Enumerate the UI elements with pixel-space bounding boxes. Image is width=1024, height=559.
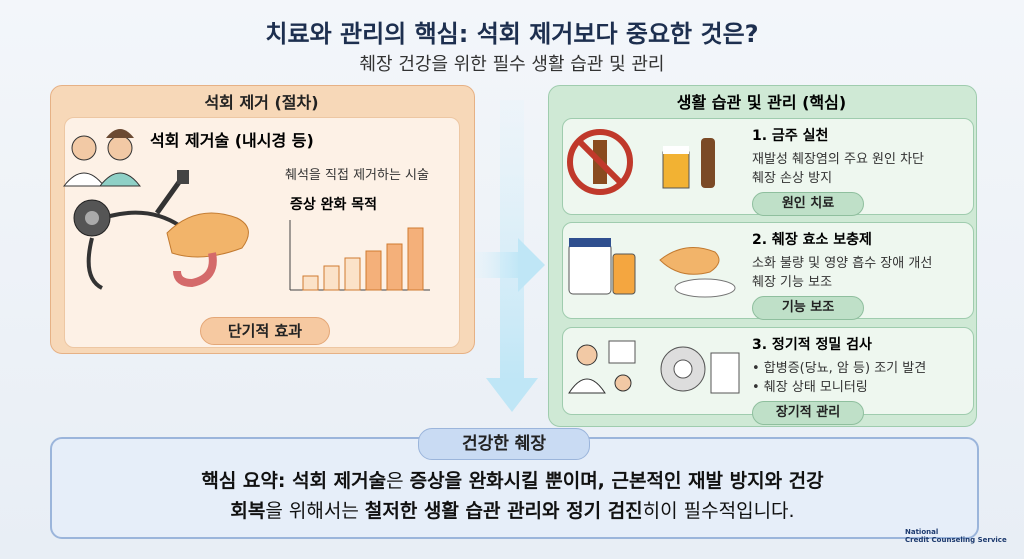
- card-line: 소화 불량 및 영양 흡수 장애 개선: [752, 256, 933, 271]
- summary-line: 핵심 요약: 석회 제거술은 증상을 완화시킬 뿐이며, 근본적인 재발 방지와…: [50, 466, 975, 496]
- title: 치료와 관리의 핵심: 석회 제거보다 중요한 것은?: [265, 20, 759, 48]
- summary-segment: 을 위해서는: [265, 500, 365, 522]
- card-icon: [567, 129, 715, 195]
- summary-segment: 핵심 요약: 석회 제거술: [201, 470, 387, 492]
- bar-chart: [289, 220, 430, 291]
- logo-line: National: [905, 528, 939, 536]
- summary-segment: 증상을 완화시킬 뿐이며, 근본적인 재발 방지와 건강: [409, 470, 824, 492]
- card-line: 췌장 기능 보조: [752, 275, 833, 290]
- chart-title: 증상 완화 목적: [290, 197, 378, 213]
- description: 췌석을 직접 제거하는 시술: [285, 168, 429, 183]
- right-title: 생활 습관 및 관리 (핵심): [676, 93, 847, 112]
- logo: National Credit Counseling Service: [905, 528, 1007, 544]
- bar: [407, 227, 424, 291]
- bar: [302, 275, 319, 291]
- card-title: 2. 췌장 효소 보충제: [752, 232, 872, 248]
- summary-title: 건강한 췌장: [418, 428, 590, 460]
- bar: [386, 243, 403, 291]
- card-tag: 원인 치료: [752, 192, 864, 216]
- card-line: • 합병증(당뇨, 암 등) 조기 발견: [752, 361, 927, 376]
- card-title: 3. 정기적 정밀 검사: [752, 337, 872, 353]
- card-tag: 기능 보조: [752, 296, 864, 320]
- logo-line: Credit Counseling Service: [905, 536, 1007, 544]
- card-title: 1. 금주 실천: [752, 128, 829, 144]
- bar: [344, 257, 361, 291]
- subtitle: 췌장 건강을 위한 필수 생활 습관 및 관리: [359, 54, 665, 75]
- summary-segment: 히이 필수적입니다.: [642, 500, 795, 522]
- card-line: 췌장 손상 방지: [752, 171, 833, 186]
- card-tag: 장기적 관리: [752, 401, 864, 425]
- procedure: 석회 제거술 (내시경 등): [150, 131, 314, 150]
- summary-segment: 철저한 생활 습관 관리와 정기 검진: [364, 500, 643, 522]
- bar: [365, 250, 382, 291]
- summary-text: 핵심 요약: 석회 제거술은 증상을 완화시킬 뿐이며, 근본적인 재발 방지와…: [50, 466, 975, 526]
- summary-segment: 은: [386, 470, 410, 492]
- summary-line: 회복을 위해서는 철저한 생활 습관 관리와 정기 검진히이 필수적입니다.: [50, 496, 975, 526]
- left-title: 석회 제거 (절차): [204, 93, 319, 112]
- card-icon: [568, 238, 736, 298]
- procedure-illustration: [62, 129, 249, 290]
- left-tag: 단기적 효과: [200, 317, 330, 345]
- card-icon: [568, 340, 740, 394]
- summary-segment: 회복: [230, 500, 266, 522]
- card-line: 재발성 췌장염의 주요 원인 차단: [752, 152, 925, 167]
- card-line: • 췌장 상태 모니터링: [752, 380, 868, 395]
- bar: [323, 265, 340, 291]
